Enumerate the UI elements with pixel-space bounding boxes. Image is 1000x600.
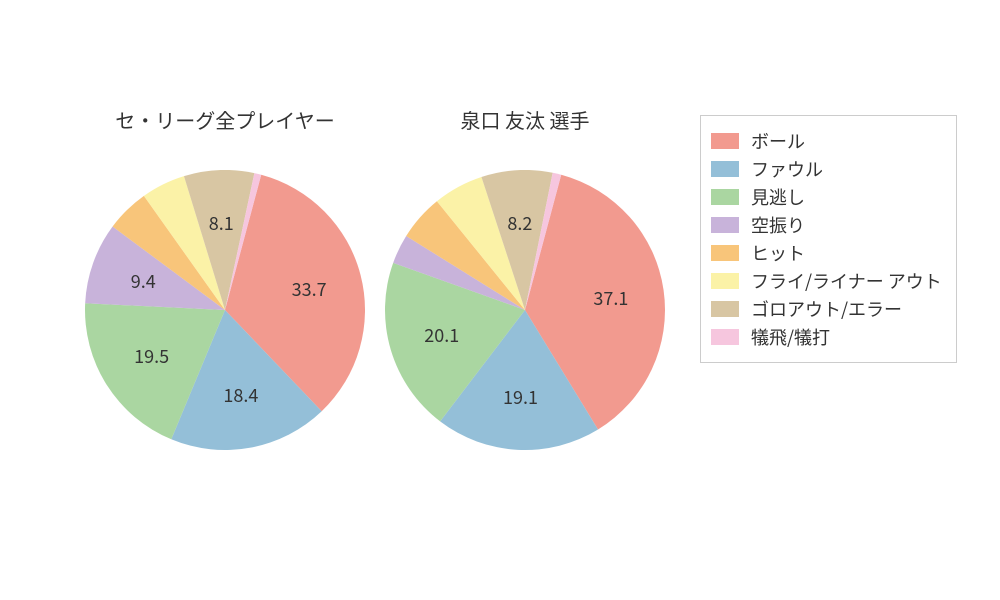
pie-right-title: 泉口 友汰 選手	[461, 105, 590, 134]
legend-label-looking: 見逃し	[751, 184, 805, 210]
legend-row-ball: ボール	[711, 128, 942, 154]
legend-swatch-sac	[711, 329, 739, 345]
legend-label-ground_err: ゴロアウト/エラー	[751, 296, 902, 322]
pie-right-svg	[385, 170, 665, 450]
pie-left-svg	[85, 170, 365, 450]
legend-label-sac: 犠飛/犠打	[751, 324, 830, 350]
legend: ボールファウル見逃し空振りヒットフライ/ライナー アウトゴロアウト/エラー犠飛/…	[700, 115, 957, 363]
legend-swatch-looking	[711, 189, 739, 205]
legend-row-ground_err: ゴロアウト/エラー	[711, 296, 942, 322]
legend-swatch-ground_err	[711, 301, 739, 317]
pie-left-title: セ・リーグ全プレイヤー	[115, 105, 334, 134]
legend-row-swing_miss: 空振り	[711, 212, 942, 238]
legend-swatch-fly_liner	[711, 273, 739, 289]
legend-swatch-foul	[711, 161, 739, 177]
chart-area: セ・リーグ全プレイヤー 泉口 友汰 選手 ボールファウル見逃し空振りヒットフライ…	[0, 0, 1000, 600]
legend-row-hit: ヒット	[711, 240, 942, 266]
legend-label-swing_miss: 空振り	[751, 212, 805, 238]
legend-label-fly_liner: フライ/ライナー アウト	[751, 268, 942, 294]
legend-label-foul: ファウル	[751, 156, 823, 182]
legend-label-hit: ヒット	[751, 240, 805, 266]
legend-swatch-ball	[711, 133, 739, 149]
legend-row-foul: ファウル	[711, 156, 942, 182]
legend-label-ball: ボール	[751, 128, 805, 154]
legend-swatch-hit	[711, 245, 739, 261]
legend-row-sac: 犠飛/犠打	[711, 324, 942, 350]
legend-row-fly_liner: フライ/ライナー アウト	[711, 268, 942, 294]
legend-swatch-swing_miss	[711, 217, 739, 233]
legend-row-looking: 見逃し	[711, 184, 942, 210]
